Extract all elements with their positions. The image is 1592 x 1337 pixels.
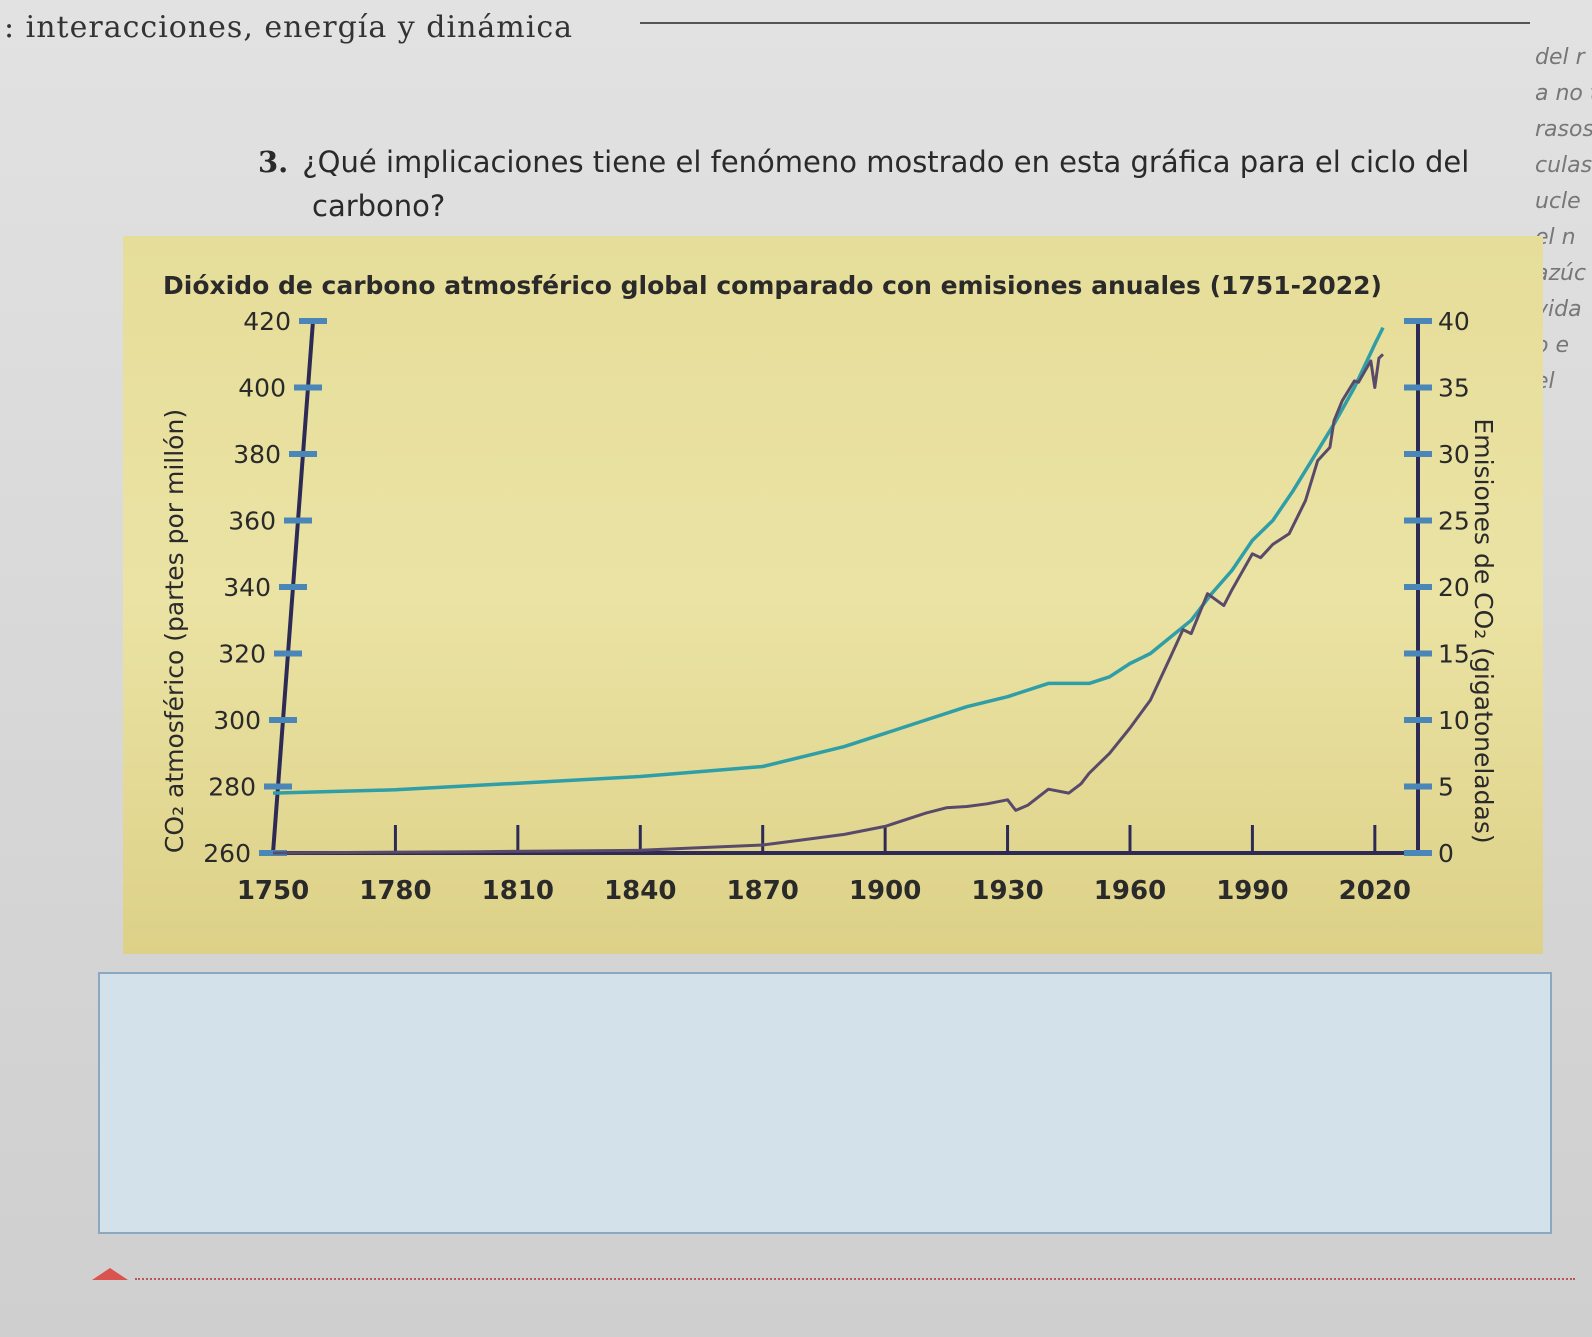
adjacent-page-fragment: culas (1535, 153, 1592, 178)
adjacent-page-fragment: vida (1535, 297, 1582, 322)
x-tick-label: 1870 (727, 876, 799, 906)
y-left-tick-label: 360 (228, 507, 276, 536)
plot-area: 260 280 300 320 340 360 380 400 420 0 5 10 15 20 25 30 3… (203, 307, 1470, 906)
y-left-tick-label: 400 (238, 374, 286, 403)
bottom-dotted-line (135, 1278, 1575, 1280)
y-left-tick-label: 340 (223, 573, 271, 602)
x-tick-label: 1960 (1094, 876, 1166, 906)
chart-title: Dióxido de carbono atmosférico global co… (163, 271, 1382, 300)
y-right-tick-label: 0 (1438, 839, 1454, 868)
y-left-tick-label: 260 (203, 839, 251, 868)
question-number: 3. (258, 145, 289, 179)
adjacent-page-fragment: del r (1535, 45, 1585, 70)
question-text-line1: ¿Qué implicaciones tiene el fenómeno mos… (302, 145, 1470, 179)
decorative-triangle-icon (92, 1268, 128, 1280)
x-tick-label: 1990 (1216, 876, 1288, 906)
y-right-tick-label: 15 (1438, 640, 1470, 669)
answer-box[interactable] (98, 972, 1552, 1234)
chart-panel: Dióxido de carbono atmosférico global co… (123, 236, 1543, 954)
y-right-tick-label: 35 (1438, 374, 1470, 403)
y-left-tick-label: 280 (208, 773, 256, 802)
x-tick-label: 1750 (237, 876, 309, 906)
y-right-tick-label: 5 (1438, 773, 1454, 802)
adjacent-page-fragment: o e (1535, 333, 1569, 358)
x-tick-label: 1930 (971, 876, 1043, 906)
x-tick-label: 2020 (1339, 876, 1411, 906)
series-annual-emissions-line (272, 353, 1385, 855)
y-right-tick-label: 20 (1438, 573, 1470, 602)
header-divider (640, 22, 1530, 24)
x-tick-label: 1840 (604, 876, 676, 906)
y-left-tick-label: 320 (218, 640, 266, 669)
y-right-tick-label: 25 (1438, 507, 1470, 536)
x-tick-label: 1900 (849, 876, 921, 906)
chapter-header: : interacciones, energía y dinámica (4, 10, 574, 45)
y-left-tick-label: 420 (243, 307, 291, 336)
series-atmospheric-co2-line (272, 326, 1385, 795)
y-left-tick-label: 300 (213, 706, 261, 735)
adjacent-page-fragment: el (1535, 369, 1555, 394)
question-text-line2: carbono? (312, 189, 446, 223)
x-tick-label: 1810 (482, 876, 554, 906)
y-left-tick-label: 380 (233, 440, 281, 469)
adjacent-page-fragment: el n (1535, 225, 1576, 250)
y-right-tick-label: 40 (1438, 307, 1470, 336)
adjacent-page-fragment: rasos (1535, 117, 1592, 142)
adjacent-page-fragment: azúc (1535, 261, 1587, 286)
question-3: 3. ¿Qué implicaciones tiene el fenómeno m… (258, 140, 1508, 228)
x-tick-label: 1780 (359, 876, 431, 906)
co2-emissions-chart: Dióxido de carbono atmosférico global co… (160, 271, 1498, 906)
y-left-axis-label: CO₂ atmosférico (partes por millón) (160, 409, 189, 853)
y-right-tick-label: 10 (1438, 706, 1470, 735)
adjacent-page-text: del r a no t rasos culas ucle el n azúc vida o e… (1535, 40, 1592, 560)
y-right-tick-label: 30 (1438, 440, 1470, 469)
adjacent-page-fragment: a no t (1535, 81, 1592, 106)
adjacent-page-fragment: ucle (1535, 189, 1581, 214)
y-right-axis-label: Emisiones de CO₂ (gigatoneladas) (1469, 418, 1498, 843)
